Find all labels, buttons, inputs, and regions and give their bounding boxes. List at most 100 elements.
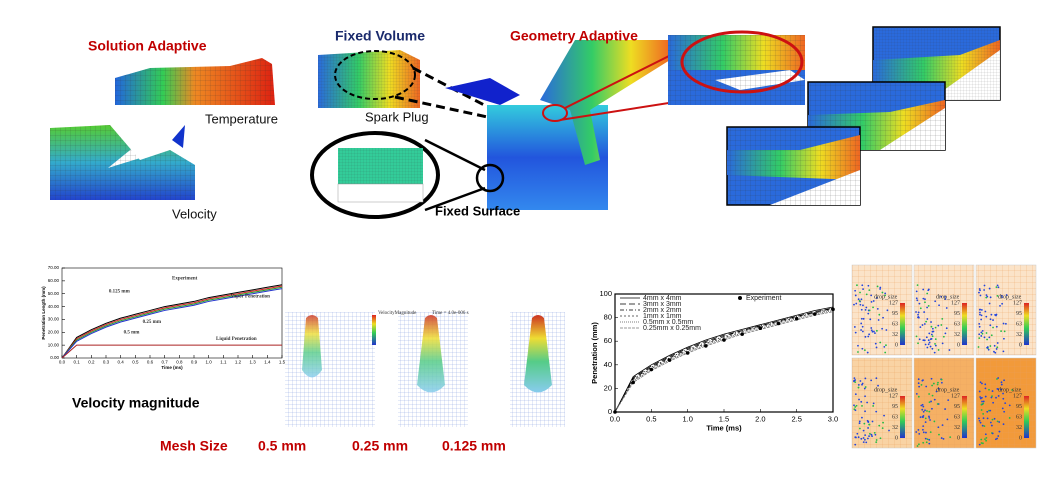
droplet [935, 390, 938, 393]
droplet [867, 335, 870, 338]
droplet [924, 409, 926, 412]
droplet [888, 429, 890, 432]
spark-plug-shape [445, 78, 520, 105]
droplet [980, 438, 983, 441]
droplet [936, 383, 939, 386]
panel-label: drop_size [936, 387, 960, 393]
droplet [981, 396, 983, 399]
droplet [867, 427, 869, 429]
droplet [977, 346, 980, 348]
droplet [990, 424, 993, 427]
droplet [930, 377, 933, 380]
series-line [614, 307, 834, 413]
droplet [854, 331, 857, 334]
droplet [1000, 388, 1003, 391]
droplet [921, 428, 924, 431]
droplet [884, 351, 887, 354]
droplet [925, 431, 927, 434]
droplet [854, 381, 857, 384]
droplet [1008, 404, 1011, 407]
x-tick-label: 0.7 [162, 360, 169, 365]
droplet [979, 313, 981, 316]
droplet [860, 317, 863, 320]
droplet [925, 336, 928, 339]
droplet [982, 442, 984, 445]
droplet [983, 289, 986, 291]
droplet [985, 296, 988, 299]
cylinder-image [475, 40, 721, 210]
droplet [1000, 383, 1003, 386]
legend-label: 2mm x 2mm [643, 307, 682, 314]
droplet [982, 402, 985, 405]
colorbar-label: 95 [1016, 404, 1022, 410]
colorbar [962, 396, 967, 438]
droplet [875, 329, 878, 332]
droplet [861, 416, 863, 419]
x-tick-label: 0.3 [103, 360, 110, 365]
colorbar [1024, 303, 1029, 345]
droplet [881, 327, 884, 330]
fixed-surface-image [310, 131, 486, 219]
droplet [864, 395, 866, 398]
colorbar-label: 63 [892, 322, 898, 328]
spray-legend-title: VelocityMagnitude [378, 311, 417, 316]
droplet [922, 297, 925, 300]
droplet [978, 291, 980, 294]
left-plot: 0.00 10.00 20.00 30.00 40.00 50.00 60.00 70.00 0… [41, 265, 285, 370]
refinement-image-3 [726, 126, 861, 206]
x-tick-label: 1.1 [220, 360, 227, 365]
droplet [996, 342, 999, 344]
droplet [984, 433, 987, 436]
colorbar-label: 127 [889, 300, 898, 306]
droplet [859, 380, 862, 382]
droplet [937, 324, 940, 327]
droplet [928, 332, 931, 335]
droplet [997, 377, 1000, 379]
droplet [857, 351, 859, 353]
droplet [996, 378, 998, 380]
droplet [864, 335, 867, 338]
droplet [918, 443, 920, 446]
droplet [915, 297, 918, 300]
droplet [860, 329, 862, 331]
droplet [1002, 392, 1004, 395]
droplet [921, 379, 924, 382]
droplet [940, 324, 943, 326]
droplet [980, 442, 983, 444]
x-tick-label: 0.4 [118, 360, 125, 365]
panel-label: drop_size [874, 294, 898, 300]
droplet [870, 379, 873, 382]
droplet [930, 321, 932, 323]
droplet [997, 286, 1000, 289]
data-point [631, 380, 635, 385]
droplet [924, 343, 927, 346]
droplet [877, 319, 880, 321]
droplet [990, 313, 993, 316]
droplet [978, 288, 981, 290]
droplet [875, 297, 878, 299]
droplet [857, 436, 860, 439]
droplet [989, 324, 992, 327]
droplet [979, 294, 982, 297]
droplet [870, 329, 873, 332]
droplet [930, 325, 933, 328]
colorbar-label: 0 [957, 342, 960, 348]
droplet [856, 284, 858, 287]
droplet [936, 403, 939, 405]
x-tick-label: 0.0 [59, 360, 66, 365]
colorbar-label: 127 [951, 300, 960, 306]
droplet [981, 330, 984, 332]
x-tick-label: 2.5 [791, 414, 801, 423]
legend-label: 4mm x 4mm [643, 295, 682, 302]
droplet [876, 307, 879, 310]
droplet [865, 293, 868, 296]
droplet [990, 334, 993, 337]
fixed-volume-image [318, 50, 493, 120]
data-point [704, 344, 708, 348]
droplet [857, 386, 860, 389]
caption: Velocity magnitude [72, 395, 200, 411]
droplet [862, 288, 864, 291]
droplet [916, 284, 919, 287]
colorbar-label: 63 [1016, 415, 1022, 421]
droplet [918, 385, 921, 388]
